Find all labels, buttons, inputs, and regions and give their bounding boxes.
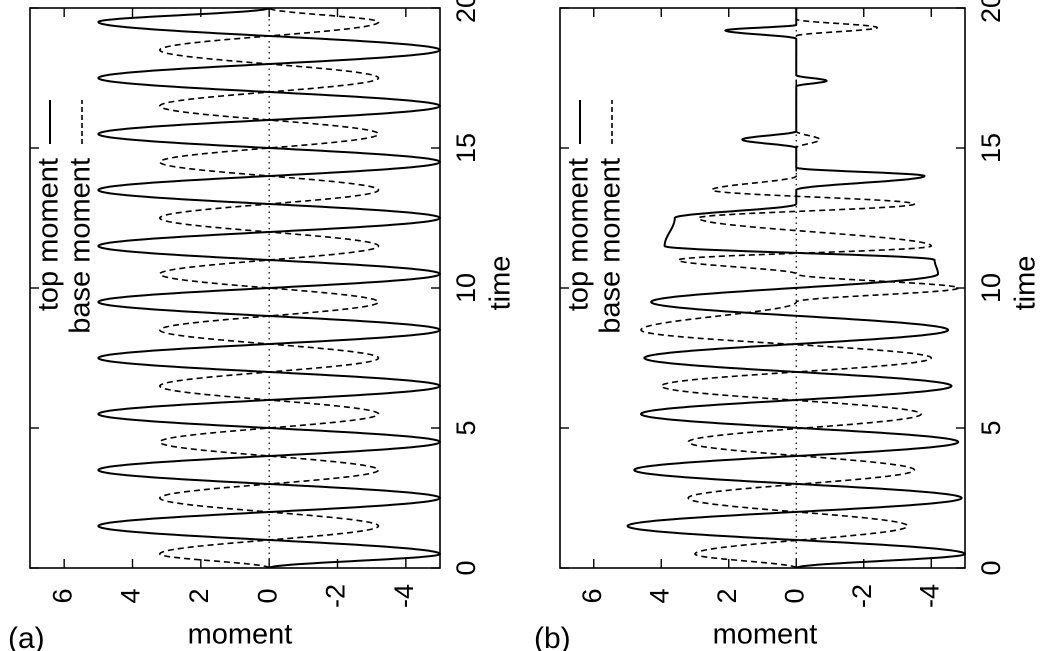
- y-tick-label: 2: [712, 588, 742, 603]
- y-tick-label: 6: [577, 588, 607, 603]
- y-tick-label: 4: [116, 588, 146, 603]
- x-tick-label: 20: [976, 0, 1006, 23]
- y-tick-label: -2: [847, 584, 877, 608]
- x-axis-label: time: [1010, 256, 1040, 311]
- series-line-base-moment: [159, 7, 380, 569]
- y-tick-label: -4: [914, 584, 944, 608]
- x-axis-label: time: [485, 256, 517, 311]
- y-tick-label: -4: [389, 584, 419, 608]
- x-tick-label: 5: [451, 420, 481, 435]
- legend-label: top moment: [33, 158, 65, 311]
- x-tick-label: 5: [976, 420, 1006, 435]
- x-tick-label: 15: [451, 133, 481, 163]
- y-tick-label: 4: [644, 588, 674, 603]
- y-tick-label: 2: [184, 588, 214, 603]
- y-tick-label: 0: [779, 588, 809, 603]
- series-line-top-moment: [97, 7, 441, 569]
- x-tick-label: 0: [451, 560, 481, 575]
- y-tick-label: -2: [321, 584, 351, 608]
- x-tick-label: 20: [451, 0, 481, 23]
- x-tick-label: 10: [976, 273, 1006, 303]
- y-axis-label: moment: [713, 619, 818, 651]
- legend-label: base moment: [595, 158, 627, 334]
- y-tick-label: 6: [47, 588, 77, 603]
- x-tick-label: 15: [976, 133, 1006, 163]
- y-axis-label: moment: [188, 619, 293, 651]
- legend-label: base moment: [65, 158, 97, 334]
- panel-label: (b): [534, 622, 571, 651]
- legend-label: top moment: [563, 158, 595, 311]
- panel-label: (a): [8, 622, 45, 651]
- y-tick-label: 0: [252, 588, 282, 603]
- x-tick-label: 0: [976, 560, 1006, 575]
- x-tick-label: 10: [451, 273, 481, 303]
- series-line-base-moment: [640, 7, 960, 569]
